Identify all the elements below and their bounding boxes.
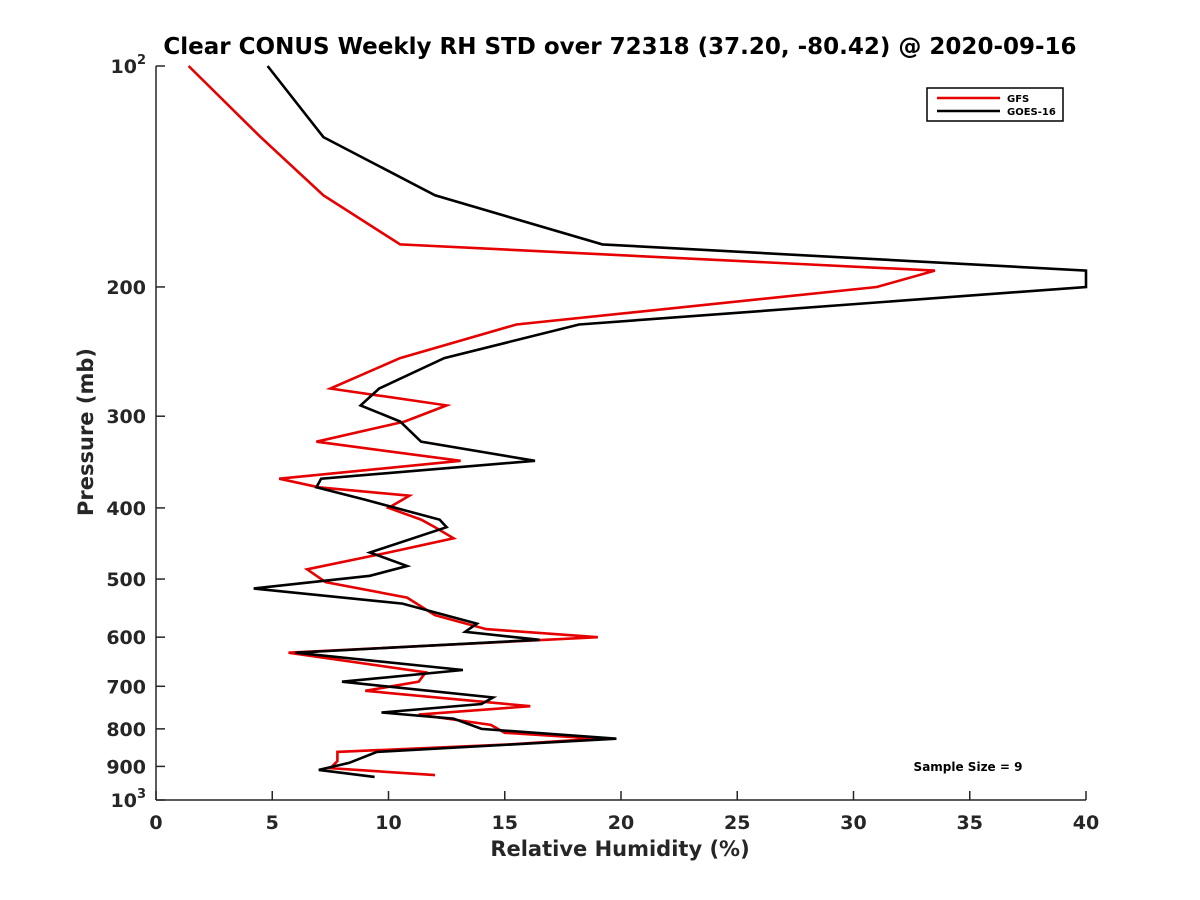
- y-axis-label: Pressure (mb): [74, 348, 98, 516]
- x-tick-label: 25: [724, 812, 750, 834]
- series-line-gfs: [187, 65, 936, 777]
- x-tick-label: 40: [1073, 812, 1099, 834]
- x-axis-label: Relative Humidity (%): [490, 837, 749, 861]
- y-tick-label: 800: [106, 719, 146, 741]
- series-line-goes-16: [253, 65, 1088, 779]
- x-tick-label: 15: [492, 812, 518, 834]
- y-axis-ticks: 102 200 300 400 500 600 700 800 900 103: [106, 53, 165, 812]
- x-tick-label: 30: [840, 812, 866, 834]
- x-tick-label: 10: [375, 812, 401, 834]
- x-axis-ticks: 0 5 10 15 20 25 30 35 40: [149, 791, 1099, 834]
- legend-label: GFS: [1007, 94, 1029, 105]
- y-tick-label: 102: [111, 53, 147, 78]
- y-tick-label: 500: [106, 569, 146, 591]
- legend-label: GOES-16: [1007, 107, 1056, 118]
- y-tick-label: 200: [106, 277, 146, 299]
- y-tick-label: 300: [106, 406, 146, 428]
- x-tick-label: 35: [957, 812, 983, 834]
- chart-title: Clear CONUS Weekly RH STD over 72318 (37…: [163, 34, 1076, 60]
- x-tick-label: 0: [149, 812, 162, 834]
- y-tick-label: 900: [106, 756, 146, 778]
- y-tick-label: 400: [106, 498, 146, 520]
- legend: GFS GOES-16: [926, 87, 1064, 122]
- sample-size-annotation: Sample Size = 9: [914, 760, 1023, 774]
- series-lines: [187, 65, 1088, 779]
- y-tick-label: 600: [106, 627, 146, 649]
- x-tick-label: 5: [266, 812, 279, 834]
- legend-box: [926, 87, 1064, 122]
- y-tick-label: 103: [111, 787, 147, 812]
- x-tick-label: 20: [608, 812, 634, 834]
- y-tick-label: 700: [106, 676, 146, 698]
